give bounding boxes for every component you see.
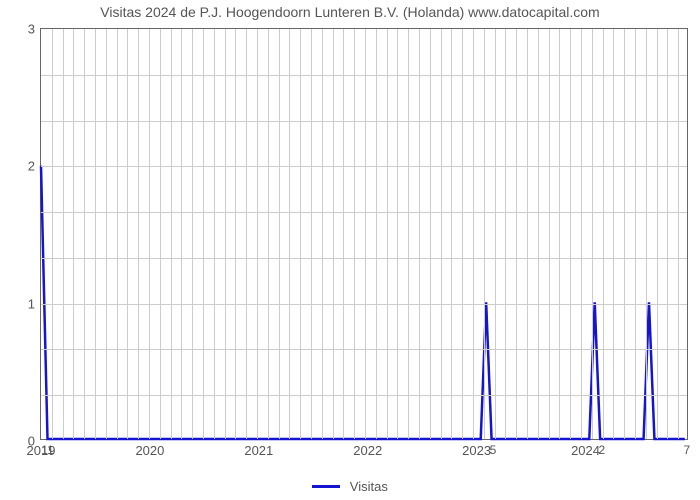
gridline-vertical <box>408 29 409 439</box>
legend: Visitas <box>0 478 700 494</box>
gridline-vertical <box>430 29 431 439</box>
gridline-vertical <box>613 29 614 439</box>
y-tick-label: 3 <box>28 22 41 37</box>
gridline-vertical <box>387 29 388 439</box>
gridline-horizontal <box>41 395 687 396</box>
gridline-vertical <box>171 29 172 439</box>
gridline-vertical <box>192 29 193 439</box>
legend-label: Visitas <box>350 479 388 494</box>
gridline-vertical <box>549 29 550 439</box>
data-point-label: 7 <box>683 439 690 457</box>
gridline-vertical <box>365 29 366 439</box>
gridline-vertical <box>516 29 517 439</box>
gridline-horizontal <box>41 258 687 259</box>
gridline-vertical <box>138 29 139 439</box>
gridline-vertical <box>624 29 625 439</box>
gridline-vertical <box>268 29 269 439</box>
gridline-vertical <box>279 29 280 439</box>
gridline-vertical <box>441 29 442 439</box>
gridline-vertical <box>505 29 506 439</box>
gridline-vertical <box>149 29 150 439</box>
gridline-horizontal <box>41 75 687 76</box>
gridline-vertical <box>538 29 539 439</box>
gridline-vertical <box>559 29 560 439</box>
gridline-horizontal <box>41 166 687 167</box>
gridline-vertical <box>419 29 420 439</box>
gridline-vertical <box>484 29 485 439</box>
gridline-vertical <box>73 29 74 439</box>
x-tick-label: 2023 <box>462 439 491 458</box>
legend-swatch <box>312 485 340 488</box>
gridline-vertical <box>376 29 377 439</box>
y-tick-label: 2 <box>28 159 41 174</box>
gridline-vertical <box>95 29 96 439</box>
gridline-horizontal <box>41 212 687 213</box>
gridline-vertical <box>495 29 496 439</box>
gridline-vertical <box>117 29 118 439</box>
chart-container: Visitas 2024 de P.J. Hoogendoorn Luntere… <box>0 0 700 500</box>
gridline-vertical <box>225 29 226 439</box>
data-point-label: 2 <box>599 439 606 457</box>
gridline-vertical <box>570 29 571 439</box>
data-point-label: 11 <box>41 439 53 457</box>
gridline-vertical <box>646 29 647 439</box>
gridline-vertical <box>451 29 452 439</box>
gridline-vertical <box>473 29 474 439</box>
x-tick-label: 2020 <box>135 439 164 458</box>
gridline-vertical <box>678 29 679 439</box>
gridline-vertical <box>592 29 593 439</box>
gridline-vertical <box>127 29 128 439</box>
chart-title: Visitas 2024 de P.J. Hoogendoorn Luntere… <box>0 4 700 20</box>
gridline-vertical <box>235 29 236 439</box>
gridline-vertical <box>203 29 204 439</box>
gridline-horizontal <box>41 304 687 305</box>
gridline-vertical <box>354 29 355 439</box>
gridline-vertical <box>657 29 658 439</box>
gridline-vertical <box>300 29 301 439</box>
gridline-vertical <box>603 29 604 439</box>
gridline-vertical <box>181 29 182 439</box>
gridline-vertical <box>462 29 463 439</box>
gridline-vertical <box>527 29 528 439</box>
gridline-vertical <box>343 29 344 439</box>
gridline-vertical <box>322 29 323 439</box>
gridline-vertical <box>106 29 107 439</box>
gridline-vertical <box>581 29 582 439</box>
gridline-vertical <box>311 29 312 439</box>
gridline-vertical <box>257 29 258 439</box>
gridline-vertical <box>635 29 636 439</box>
gridline-vertical <box>63 29 64 439</box>
gridline-horizontal <box>41 121 687 122</box>
gridline-vertical <box>246 29 247 439</box>
gridline-vertical <box>667 29 668 439</box>
plot-area: 012320192020202120222023202411527 <box>40 28 688 440</box>
gridline-vertical <box>160 29 161 439</box>
gridline-horizontal <box>41 349 687 350</box>
gridline-vertical <box>52 29 53 439</box>
gridline-vertical <box>289 29 290 439</box>
gridline-vertical <box>397 29 398 439</box>
y-tick-label: 1 <box>28 296 41 311</box>
x-tick-label: 2022 <box>353 439 382 458</box>
data-point-label: 5 <box>490 439 497 457</box>
x-tick-label: 2024 <box>571 439 600 458</box>
gridline-vertical <box>84 29 85 439</box>
gridline-vertical <box>214 29 215 439</box>
x-tick-label: 2021 <box>244 439 273 458</box>
gridline-vertical <box>333 29 334 439</box>
